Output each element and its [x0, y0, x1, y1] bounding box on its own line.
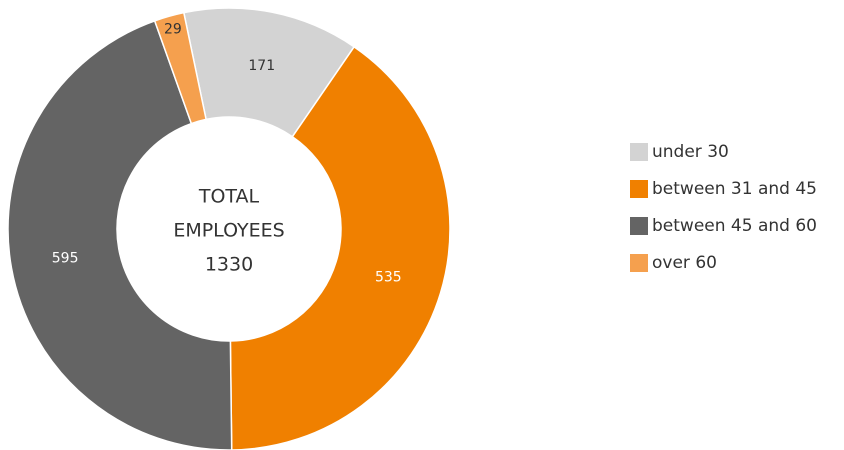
- slice: [7, 19, 233, 450]
- slice: [229, 45, 451, 450]
- center-total: 1330: [205, 254, 253, 276]
- legend-swatch: [630, 143, 648, 161]
- legend-swatch: [630, 180, 648, 198]
- legend-swatch: [630, 217, 648, 235]
- legend-label: under 30: [652, 142, 729, 162]
- legend-label: over 60: [652, 253, 717, 273]
- data-label: 29: [164, 22, 182, 38]
- legend-label: between 45 and 60: [652, 216, 817, 236]
- data-label: 535: [375, 269, 402, 285]
- center-label: TOTAL EMPLOYEES 1330: [173, 186, 284, 276]
- center-label-line: TOTAL: [198, 186, 260, 208]
- data-label: 171: [248, 58, 275, 74]
- data-label: 595: [52, 250, 79, 266]
- legend-swatch: [630, 254, 648, 272]
- slice: [153, 11, 207, 125]
- legend-label: between 31 and 45: [652, 179, 817, 199]
- center-label-line: EMPLOYEES: [173, 220, 284, 242]
